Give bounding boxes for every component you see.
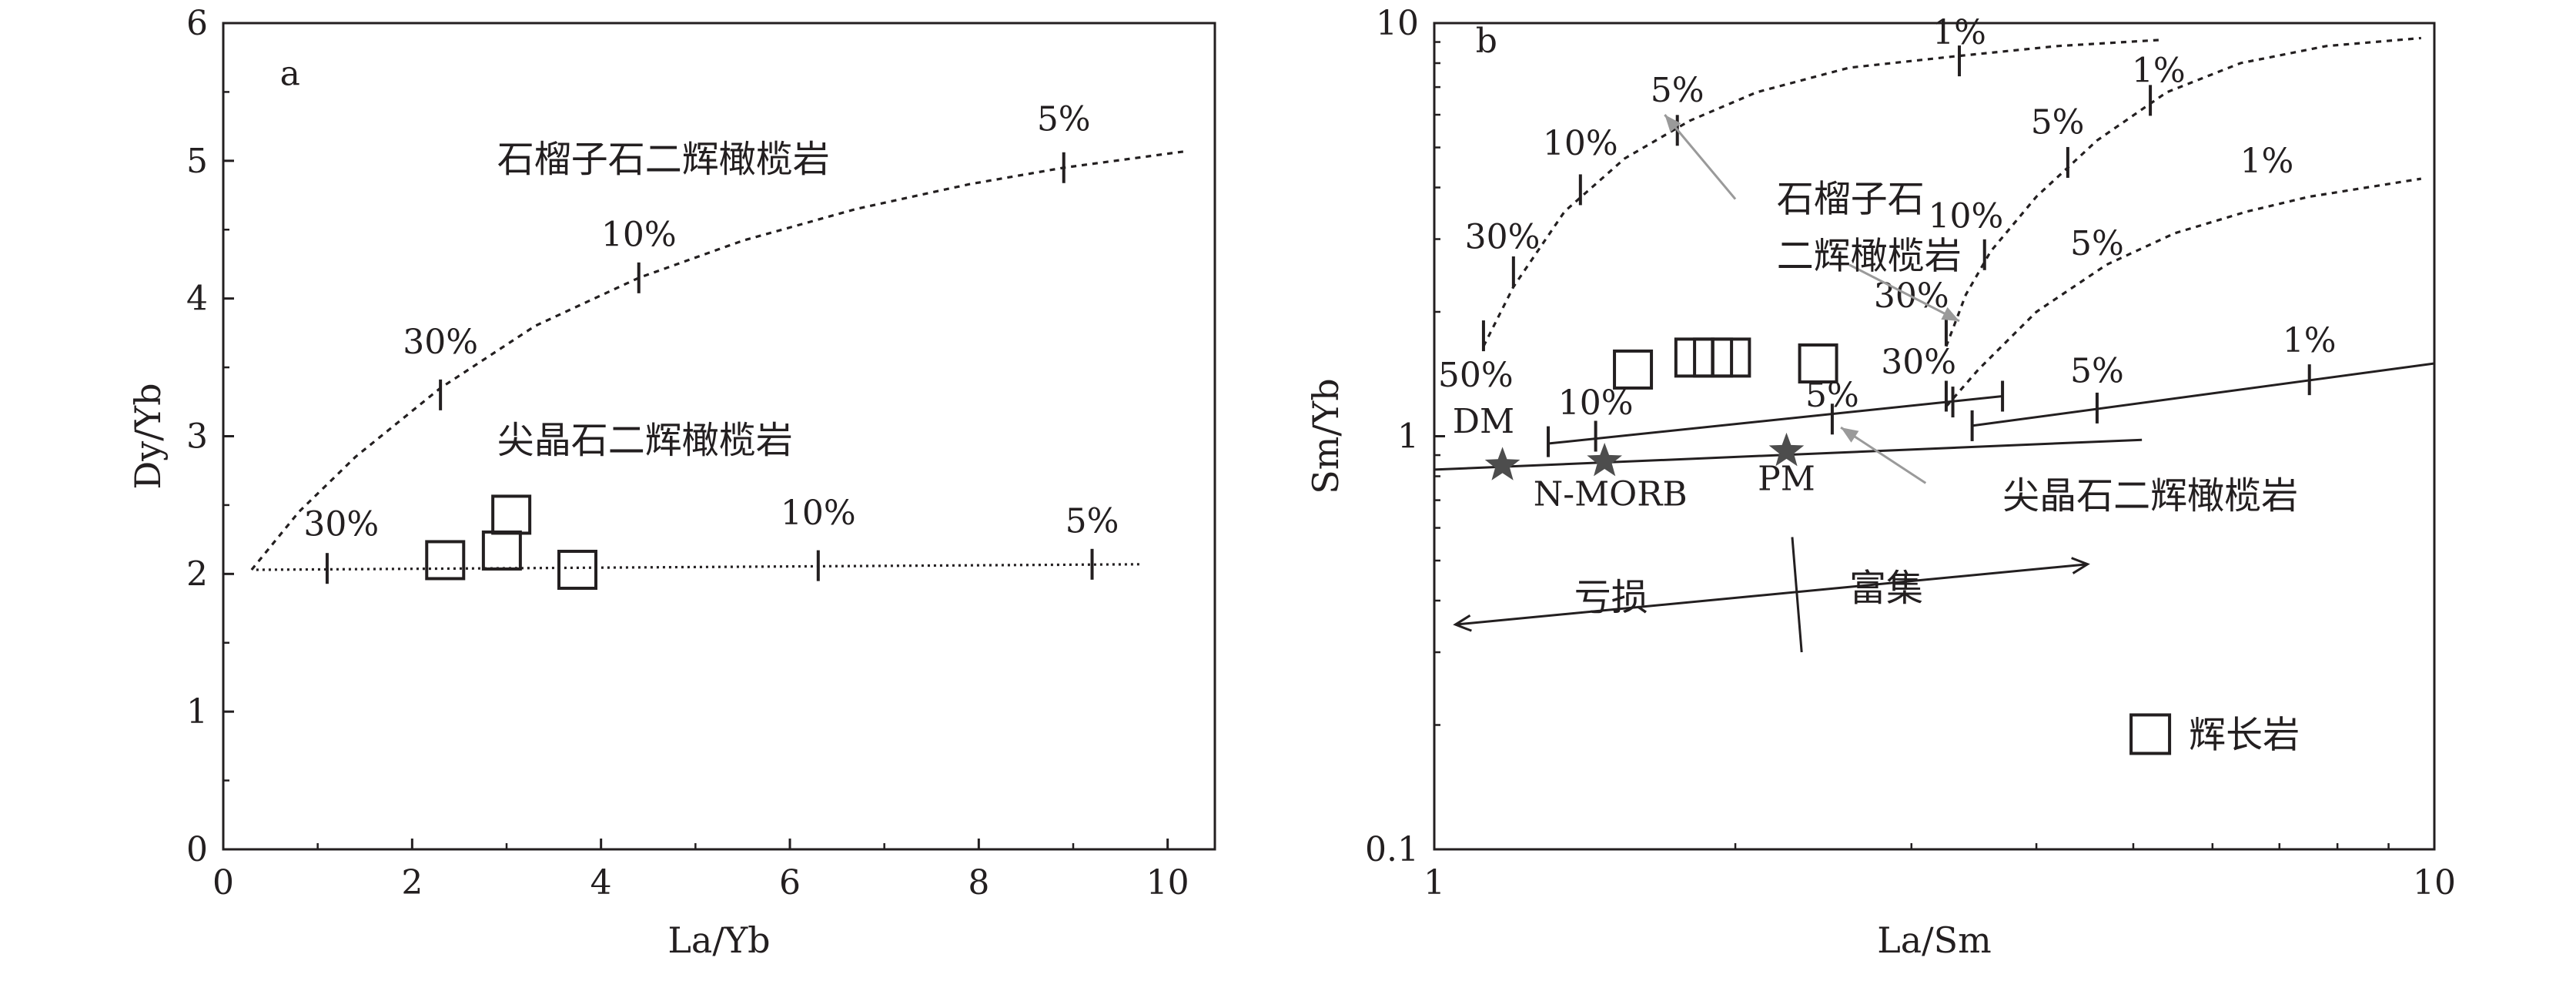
melt-fraction-label: 30% <box>303 504 379 544</box>
annotation-text: 二辉橄榄岩 <box>1777 234 1962 277</box>
melt-fraction-label: 10% <box>1543 124 1618 163</box>
trend-arrow-head <box>1453 614 1472 632</box>
melt-fraction-label: 5% <box>2031 103 2085 142</box>
y-tick-label: 5 <box>186 142 208 181</box>
legend-label: 辉长岩 <box>2189 713 2300 756</box>
melt-fraction-label: 1% <box>1932 13 1986 52</box>
reference-point-label: PM <box>1758 460 1815 499</box>
x-tick-label: 10 <box>2413 863 2456 902</box>
melt-fraction-label: 30% <box>403 323 478 362</box>
annotation-text: 尖晶石二辉橄榄岩 <box>497 419 793 462</box>
mixing-curve-1 <box>250 149 1187 571</box>
melt-fraction-label: 1% <box>2240 142 2294 181</box>
annotation-text: 石榴子石二辉橄榄岩 <box>497 138 830 181</box>
melt-fraction-label: 30% <box>1881 343 1956 382</box>
y-tick-label: 6 <box>186 4 208 43</box>
sample-square-marker <box>1798 343 1838 384</box>
y-tick-label: 1 <box>186 692 208 732</box>
y-tick-label: 1 <box>1397 417 1419 457</box>
x-tick-label: 4 <box>590 863 612 902</box>
pointer-arrow-head <box>1841 427 1859 443</box>
reference-point-label: N-MORB <box>1534 474 1688 514</box>
melt-fraction-label: 5% <box>2070 224 2124 263</box>
x-tick-label: 8 <box>968 863 989 902</box>
reference-star-marker <box>1484 447 1521 480</box>
y-axis-label: Sm/Yb <box>1305 378 1347 494</box>
mixing-curve-2 <box>256 563 1139 571</box>
annotation-text: 尖晶石二辉橄榄岩 <box>2002 474 2298 517</box>
legend-square-marker <box>2129 713 2172 755</box>
mixing-curve-2 <box>1945 36 2421 347</box>
sample-square-marker <box>557 549 597 590</box>
melt-fraction-label: 5% <box>1066 502 1119 541</box>
annotation-text: 富集 <box>1849 567 1923 610</box>
panel-b: 1100.1110La/SmSm/Yb50%30%10%5%1%30%10%5%… <box>1305 4 2456 961</box>
reference-star-marker <box>1587 442 1622 477</box>
sample-square-marker <box>425 540 466 581</box>
sample-square-marker <box>1613 349 1654 390</box>
annotation-text: a <box>280 54 300 93</box>
melt-fraction-label: 1% <box>2132 52 2186 91</box>
pointer-arrow-head <box>1664 115 1681 132</box>
mixing-curve-3 <box>1945 177 2422 407</box>
pointer-arrow-line <box>1664 114 1737 200</box>
pointer-arrow-head <box>1941 306 1960 321</box>
y-tick-label: 10 <box>1376 4 1419 43</box>
melt-fraction-label: 30% <box>1465 217 1541 256</box>
y-tick-label: 3 <box>186 417 208 457</box>
annotation-text: 亏损 <box>1574 576 1648 619</box>
y-tick-label: 0.1 <box>1365 830 1419 869</box>
melt-fraction-label: 1% <box>2283 321 2337 360</box>
sample-square-marker <box>481 530 522 571</box>
y-tick-label: 4 <box>186 280 208 319</box>
melt-fraction-label: 5% <box>1651 71 1705 110</box>
mixing-curve-5 <box>1972 362 2435 427</box>
x-axis-label: La/Sm <box>1877 919 1992 961</box>
mixing-curve-4 <box>1547 395 2003 445</box>
x-tick-label: 0 <box>212 863 234 902</box>
trend-arrow-head <box>2071 557 2090 574</box>
melt-fraction-label: 10% <box>1928 196 2003 236</box>
trend-arrow-line <box>1455 563 2088 626</box>
sample-square-marker <box>491 494 532 535</box>
x-tick-label: 2 <box>401 863 423 902</box>
pointer-arrow-line <box>1848 263 1960 323</box>
x-tick-label: 1 <box>1423 863 1445 902</box>
y-tick-label: 0 <box>186 830 208 869</box>
sample-square-marker <box>1711 337 1751 378</box>
reference-point-label: DM <box>1453 402 1514 441</box>
melt-fraction-label: 10% <box>601 216 677 255</box>
x-tick-label: 10 <box>1146 863 1189 902</box>
y-tick-label: 2 <box>186 554 208 594</box>
reference-star-marker <box>1768 432 1805 467</box>
melt-fraction-label: 10% <box>1558 383 1634 423</box>
mixing-curve-1 <box>1482 39 2159 347</box>
trend-divider <box>1791 537 1803 653</box>
annotation-text: 石榴子石 <box>1777 178 1925 221</box>
x-axis-label: La/Yb <box>667 919 770 961</box>
x-tick-label: 6 <box>779 863 801 902</box>
melt-fraction-label: 50% <box>1438 356 1514 395</box>
annotation-text: b <box>1476 22 1497 61</box>
melt-fraction-label: 5% <box>1037 99 1091 139</box>
melt-fraction-label: 10% <box>781 494 856 533</box>
y-axis-label: Dy/Yb <box>127 383 169 489</box>
melt-fraction-label: 5% <box>2070 352 2124 391</box>
